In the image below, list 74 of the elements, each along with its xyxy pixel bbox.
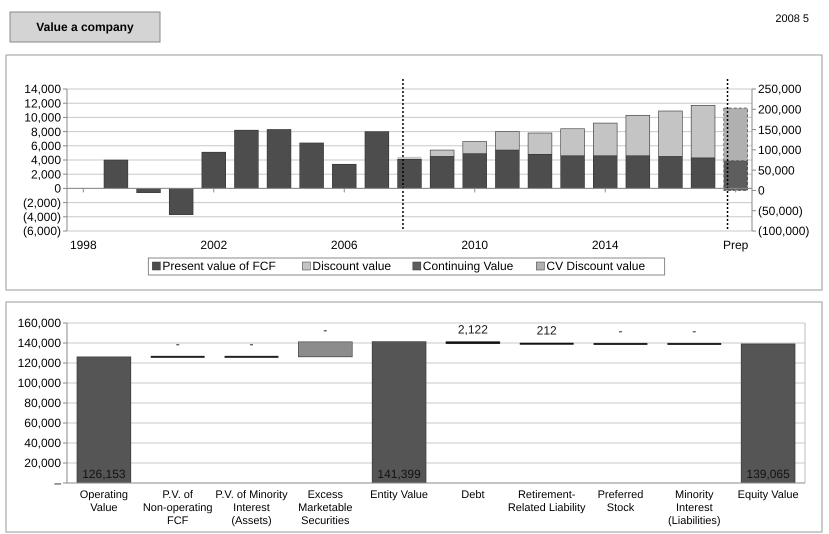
- text: 2008 5: [775, 13, 809, 25]
- bar: [740, 344, 796, 484]
- x-tick-label: 1998: [70, 238, 97, 252]
- data-label: 139,065: [746, 467, 790, 481]
- bar: [299, 142, 324, 189]
- bar: [202, 152, 226, 189]
- y-tick-label: (4,000): [22, 210, 61, 224]
- data-label: -: [250, 336, 254, 351]
- y2-tick-label: 250,000: [758, 82, 802, 96]
- x-tick-label: Preferred Stock: [598, 489, 644, 514]
- data-label: 2,122: [458, 322, 488, 337]
- x-tick-label: Operating Value: [80, 489, 128, 514]
- y-tick-label: 140,000: [18, 336, 62, 350]
- bar: [397, 158, 422, 189]
- y2-tick-label: 0: [758, 184, 765, 198]
- bar: [168, 188, 194, 215]
- y-tick-label: 2,000: [30, 167, 62, 182]
- y2-tick-label: 150,000: [758, 122, 802, 137]
- data-label: 212: [536, 324, 558, 338]
- y-tick-label: 40,000: [24, 436, 62, 450]
- bar: [372, 341, 426, 484]
- y2-tick-label: 50,000: [758, 163, 796, 178]
- y-tick-label: 100,000: [18, 376, 62, 390]
- y-tick-label: 8,000: [30, 124, 62, 139]
- x-tick-label: 2002: [200, 238, 228, 252]
- bar: [266, 129, 292, 189]
- bar: [76, 356, 132, 484]
- data-label: -: [618, 324, 622, 338]
- y-tick-label: 80,000: [24, 396, 62, 410]
- y-tick-label: 6,000: [30, 139, 62, 153]
- y-tick-label: (6,000): [22, 224, 61, 238]
- y-tick-label: 14,000: [24, 82, 62, 96]
- legend-label: Present value of FCF: [162, 259, 276, 273]
- x-tick-label: Entity Value: [370, 489, 428, 501]
- y2-tick-label: 200,000: [758, 102, 802, 116]
- y-tick-label: 120,000: [18, 356, 62, 370]
- x-tick-label: Retirement- Related Liability: [508, 489, 586, 514]
- data-label: -: [692, 324, 696, 338]
- bar: [234, 130, 259, 189]
- x-tick-label: Excess Marketable Securities: [298, 489, 353, 527]
- bar: [332, 164, 356, 189]
- y-tick-label: 4,000: [30, 153, 62, 168]
- x-tick-label: P.V. of Non-operating FCF: [142, 489, 213, 527]
- y-tick-label: 20,000: [24, 456, 62, 470]
- y-tick-label: 12,000: [24, 96, 62, 110]
- bar: [446, 341, 500, 344]
- y2-tick-label: 100,000: [758, 143, 802, 158]
- bar: [298, 342, 353, 358]
- legend-label: CV Discount value: [546, 259, 646, 273]
- data-label: 126,153: [82, 467, 126, 481]
- bar: [364, 131, 390, 189]
- x-tick-label: 2014: [592, 238, 619, 252]
- x-tick-label: P.V. of Minority Interest (Assets): [215, 489, 288, 527]
- bar: [104, 160, 128, 189]
- data-label: -: [176, 336, 180, 351]
- legend-label: Discount value: [312, 259, 392, 273]
- x-tick-label: Prep: [723, 238, 749, 252]
- y-tick-label: –: [54, 476, 62, 490]
- y-tick-label: 10,000: [24, 110, 62, 125]
- x-tick-label: Equity Value: [738, 489, 799, 501]
- x-tick-label: 2006: [330, 238, 358, 252]
- data-label: -: [323, 322, 328, 337]
- y2-tick-label: (100,000): [758, 224, 810, 238]
- x-tick-label: Debt: [461, 489, 485, 501]
- x-tick-label: 2010: [461, 238, 488, 252]
- chart-title: Value a company: [36, 20, 134, 34]
- data-label: 141,399: [377, 467, 422, 481]
- x-tick-label: Minority Interest (Liabilities): [668, 489, 721, 527]
- y-tick-label: 60,000: [24, 416, 62, 430]
- y-tick-label: 0: [54, 182, 62, 196]
- y2-tick-label: (50,000): [758, 204, 803, 218]
- y-tick-label: (2,000): [22, 196, 61, 210]
- y-tick-label: 160,000: [18, 316, 62, 330]
- legend-label: Continuing Value: [422, 259, 514, 273]
